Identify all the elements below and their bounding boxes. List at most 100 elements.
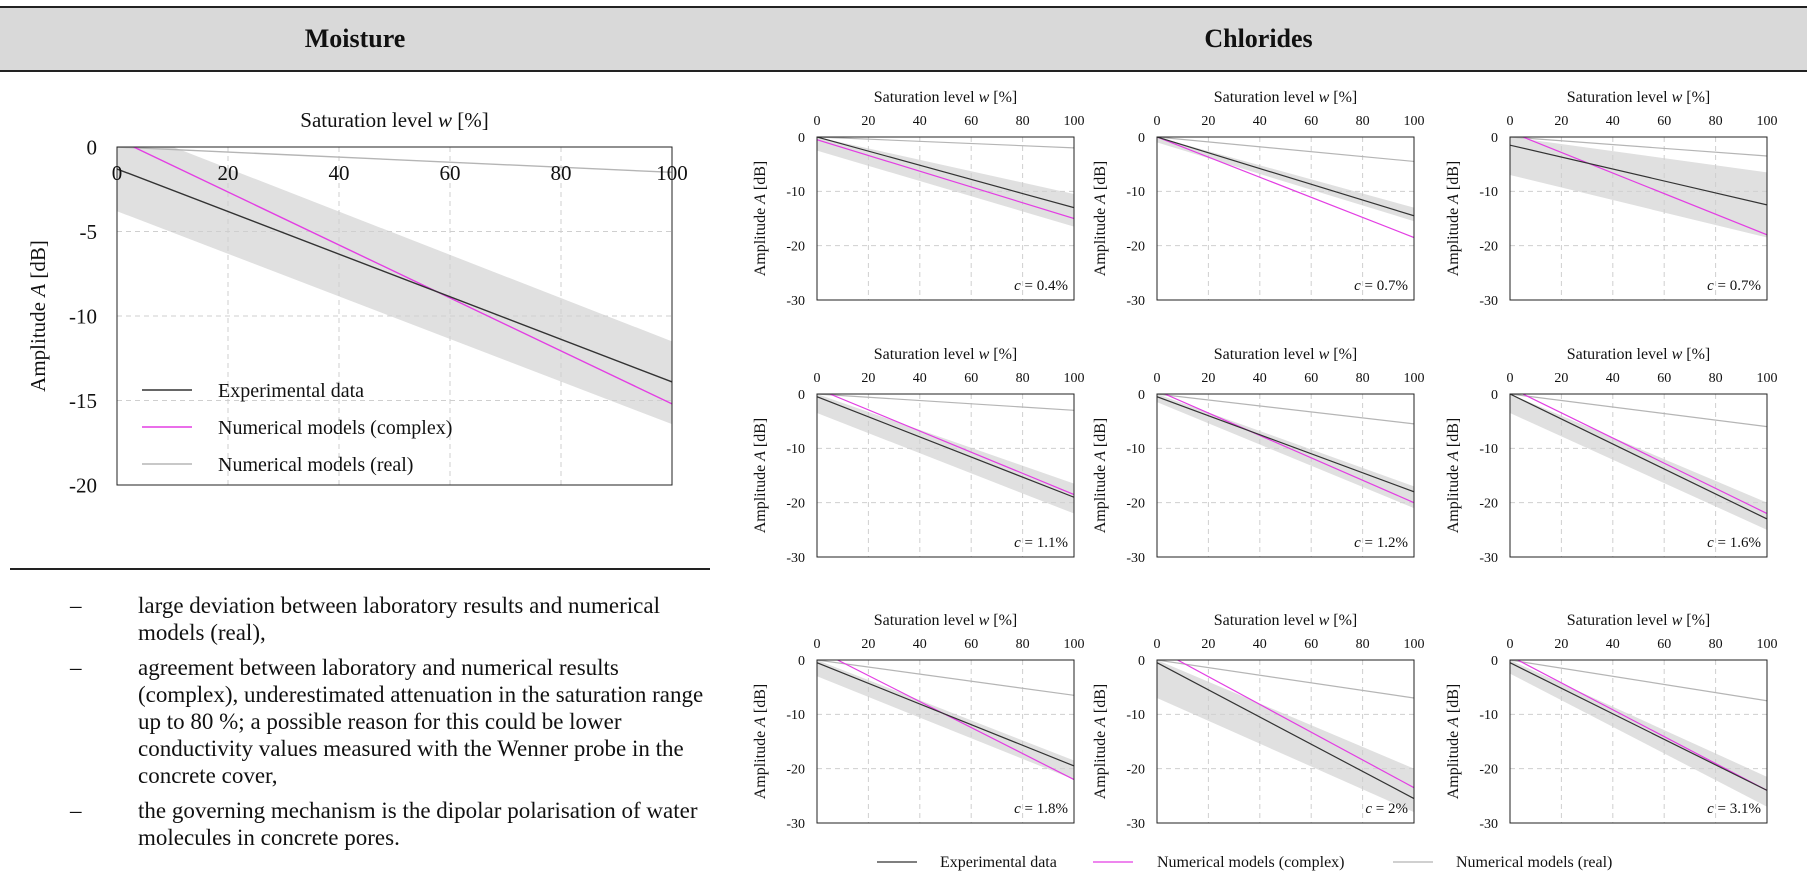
findings-list: – large deviation between laboratory resu…: [70, 592, 710, 859]
x-tick-label: 40: [1606, 637, 1620, 652]
x-axis-label: Saturation level w [%]: [1567, 89, 1711, 106]
x-tick-label: 60: [1304, 637, 1318, 652]
x-tick-label: 60: [1304, 114, 1318, 129]
plot-frame: [816, 393, 1075, 558]
y-tick-label: -30: [786, 551, 805, 566]
x-axis-label: Saturation level w [%]: [1567, 346, 1711, 363]
x-tick-label: 20: [1554, 371, 1568, 386]
plot-frame: [1509, 136, 1768, 301]
real-series: [1510, 660, 1767, 702]
experimental-series: [1510, 394, 1767, 520]
y-tick-label: -20: [786, 240, 805, 255]
x-tick-label: 0: [1507, 637, 1514, 652]
uncertainty-band: [117, 147, 672, 425]
x-tick-label: 60: [440, 161, 461, 185]
y-tick-label: -15: [69, 389, 97, 413]
y-axis-label: Amplitude A [dB]: [1445, 684, 1462, 800]
x-tick-label: 20: [1201, 637, 1215, 652]
x-tick-label: 80: [1016, 637, 1030, 652]
y-tick-label: 0: [798, 388, 805, 403]
x-tick-label: 40: [913, 637, 927, 652]
y-tick-label: -10: [1126, 185, 1145, 200]
y-axis-label-group: Amplitude A [dB]: [1092, 684, 1109, 800]
x-tick-label: 60: [964, 114, 978, 129]
x-tick-label: 100: [1064, 371, 1085, 386]
y-tick-label: -30: [1126, 817, 1145, 832]
y-axis-label: Amplitude A [dB]: [752, 161, 769, 277]
y-axis-label-group: Amplitude A [dB]: [1092, 161, 1109, 277]
x-tick-label: 80: [1356, 637, 1370, 652]
real-series: [1157, 394, 1414, 425]
y-tick-label: -30: [1479, 551, 1498, 566]
experimental-series: [817, 396, 1074, 498]
y-tick-label: -10: [1479, 708, 1498, 723]
complex-series: [1517, 660, 1767, 791]
x-tick-label: 20: [861, 114, 875, 129]
experimental-series: [1157, 137, 1414, 217]
y-axis-label-group: Amplitude A [dB]: [1445, 418, 1462, 534]
x-axis-label: Saturation level w [%]: [1214, 612, 1358, 629]
x-tick-label: 0: [814, 637, 821, 652]
real-series: [1510, 394, 1767, 428]
complex-series: [1522, 137, 1767, 236]
finding-text: the governing mechanism is the dipolar p…: [138, 798, 698, 850]
y-axis-label-group: Amplitude A [dB]: [752, 161, 769, 277]
y-tick-label: 0: [87, 135, 98, 159]
y-axis-label: Amplitude A [dB]: [1445, 418, 1462, 534]
panel-label: c = 0.7%: [1707, 278, 1761, 294]
y-tick-label: -30: [786, 817, 805, 832]
y-tick-label: 0: [1491, 131, 1498, 146]
y-tick-label: 0: [798, 654, 805, 669]
real-series: [1157, 660, 1414, 699]
y-tick-label: -20: [786, 763, 805, 778]
x-tick-label: 20: [1201, 114, 1215, 129]
legend-label-complex: Numerical models (complex): [218, 417, 452, 439]
x-tick-label: 20: [1201, 371, 1215, 386]
x-tick-label: 60: [964, 637, 978, 652]
x-tick-label: 60: [1657, 114, 1671, 129]
y-tick-label: -10: [786, 185, 805, 200]
header-bar: Moisture Chlorides: [0, 6, 1807, 72]
x-tick-label: 100: [1404, 637, 1425, 652]
plot-frame: [1156, 393, 1415, 558]
x-tick-label: 100: [1757, 114, 1778, 129]
y-axis-label-group: Amplitude A [dB]: [1445, 161, 1462, 277]
x-tick-label: 80: [1016, 114, 1030, 129]
x-tick-label: 100: [1757, 371, 1778, 386]
y-tick-label: -20: [786, 497, 805, 512]
y-tick-label: 0: [1138, 388, 1145, 403]
x-tick-label: 0: [1507, 114, 1514, 129]
y-tick-label: -30: [1126, 294, 1145, 309]
real-series: [817, 660, 1074, 696]
x-tick-label: 60: [1657, 637, 1671, 652]
finding-text: agreement between laboratory and numeric…: [138, 655, 704, 788]
x-tick-label: 100: [1404, 114, 1425, 129]
y-tick-label: -30: [1126, 551, 1145, 566]
section-divider: [10, 568, 710, 570]
experimental-series: [817, 662, 1074, 767]
chloride-panel: 0 20 40 60 80 100 0 -10 -20 -30 Saturation level w…: [1445, 89, 1778, 309]
x-tick-label: 80: [1709, 114, 1723, 129]
y-tick-label: -20: [1479, 497, 1498, 512]
uncertainty-band: [1510, 394, 1767, 530]
x-tick-label: 40: [1253, 371, 1267, 386]
chloride-panel: 0 20 40 60 80 100 0 -10 -20 -30 Saturation level w…: [1092, 89, 1425, 309]
list-dash: –: [70, 655, 82, 680]
panel-label: c = 1.2%: [1354, 535, 1408, 551]
x-tick-label: 100: [1404, 371, 1425, 386]
x-tick-label: 100: [1064, 637, 1085, 652]
x-tick-label: 80: [551, 161, 572, 185]
x-tick-label: 100: [1757, 637, 1778, 652]
chloride-panel: 0 20 40 60 80 100 0 -10 -20 -30 Saturation level w…: [752, 89, 1085, 309]
plot-frame: [1156, 136, 1415, 301]
plot-frame: [1156, 659, 1415, 824]
x-tick-label: 0: [1154, 637, 1161, 652]
y-tick-label: -20: [1479, 763, 1498, 778]
complex-series: [133, 147, 672, 405]
x-tick-label: 20: [218, 161, 239, 185]
experimental-series: [1510, 144, 1767, 206]
complex-series: [1177, 660, 1414, 789]
complex-series: [837, 660, 1074, 781]
legend-label-experimental: Experimental data: [940, 854, 1057, 871]
panel-label: c = 2%: [1365, 801, 1408, 817]
